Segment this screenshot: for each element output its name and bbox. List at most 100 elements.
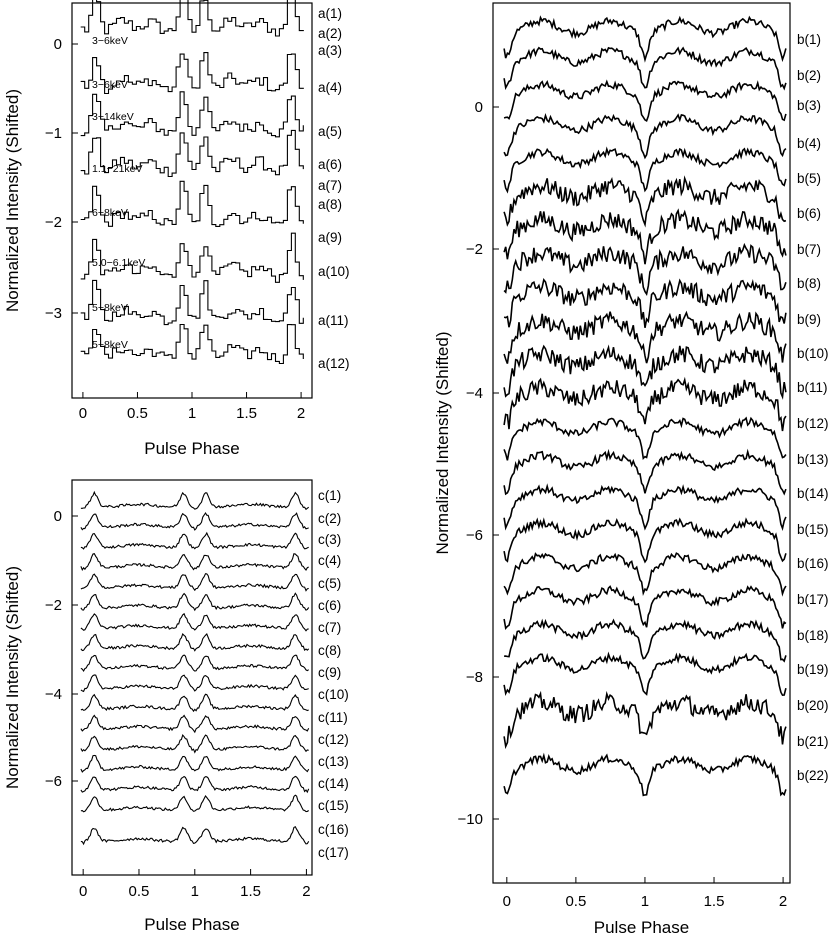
y-tick-label: −2 (466, 241, 483, 258)
series-line-c-5 (80, 573, 309, 592)
series-label: b(8) (797, 276, 821, 291)
y-tick-label: 0 (475, 99, 483, 116)
y-tick-label: −1 (45, 125, 62, 142)
panel-c: 0 −2 −4 −6 0 0.5 1 1.5 2 Pulse Phase Normalized In… (3, 479, 349, 934)
x-tick-label: 1 (191, 883, 199, 900)
series-line-a-1 (80, 0, 304, 37)
x-tick-label: 1.5 (240, 883, 261, 900)
series-line-c-15 (80, 775, 310, 794)
y-tick-label: −2 (45, 214, 62, 231)
series-label: c(3) (318, 532, 341, 547)
series-label: a(8) (318, 197, 342, 212)
x-tick-label: 0 (503, 893, 511, 910)
series-label: b(1) (797, 32, 821, 47)
x-axis-label: Pulse Phase (144, 915, 239, 934)
series-line-c-9 (80, 654, 309, 673)
energy-band-label: 6−8keV (92, 207, 128, 219)
series-label: b(19) (797, 662, 829, 677)
y-tick-label: −6 (466, 527, 483, 544)
x-axis-label: Pulse Phase (144, 439, 239, 458)
series-label: c(16) (318, 822, 349, 837)
series-label: b(2) (797, 68, 821, 83)
y-tick-label: −10 (458, 811, 483, 828)
series-line-b-18 (503, 585, 787, 630)
series-line-c-7 (80, 612, 309, 632)
series-label: a(10) (318, 264, 350, 279)
x-tick-label: 2 (297, 405, 305, 422)
series-line-b-7 (503, 208, 787, 265)
x-tick-label: 0.5 (565, 893, 586, 910)
series-label: c(7) (318, 620, 341, 635)
panel-a: 0 −1 −2 −3 0 0.5 1 1.5 2 Pulse Phase Normalized In… (3, 0, 350, 458)
series-line-b-9 (503, 277, 787, 328)
series-label: b(18) (797, 628, 829, 643)
series-label: c(17) (318, 845, 349, 860)
energy-band-label: 5−8keV (92, 302, 128, 314)
x-axis-label: Pulse Phase (594, 918, 689, 935)
series-line-c-4 (80, 552, 309, 571)
series-label: b(3) (797, 98, 821, 113)
series-label: b(16) (797, 556, 829, 571)
y-tick-label: 0 (54, 36, 62, 53)
series-line-a-7 (80, 279, 304, 326)
series-line-b-21 (503, 690, 787, 750)
series-line-b-6 (503, 175, 787, 228)
series-line-c-8 (80, 632, 310, 652)
x-tick-label: 1.5 (236, 405, 257, 422)
series-line-a-3 (80, 91, 304, 138)
y-axis-label: Normalized Intensity (Shifted) (3, 89, 22, 312)
series-label: a(2) (318, 26, 342, 41)
series-label: b(20) (797, 698, 829, 713)
x-tick-label: 1 (641, 893, 649, 910)
y-tick-label: −3 (45, 305, 62, 322)
series-line-a-5 (80, 180, 304, 227)
y-axis-label: Normalized Intensity (Shifted) (3, 566, 22, 789)
series-line-b-2 (503, 46, 787, 91)
series-line-c-14 (80, 754, 310, 773)
series-line-a-6 (80, 232, 304, 283)
series-label: b(10) (797, 346, 829, 361)
series-label: b(6) (797, 206, 821, 221)
series-label: a(11) (318, 313, 349, 328)
series-line-c-6 (80, 592, 310, 612)
series-label: c(4) (318, 553, 341, 568)
x-tick-label: 0.5 (127, 405, 148, 422)
series-line-b-8 (503, 242, 787, 297)
energy-band-label: 3−6keV (92, 35, 128, 47)
series-line-b-15 (503, 483, 787, 532)
series-label: a(5) (318, 124, 342, 139)
series-line-c-17 (80, 825, 310, 846)
series-label: b(5) (797, 171, 821, 186)
series-line-b-13 (503, 416, 787, 461)
y-axis-label: Normalized Intensity (Shifted) (433, 332, 452, 555)
series-label: a(3) (318, 43, 342, 58)
x-tick-label: 1 (188, 405, 196, 422)
series-label: a(7) (318, 178, 342, 193)
series-label: b(14) (797, 486, 829, 501)
energy-band-label: 5.0−6.1keV (92, 257, 145, 269)
series-label: b(22) (797, 768, 829, 783)
series-label: a(4) (318, 80, 342, 95)
series-line-b-4 (503, 112, 787, 160)
energy-band-label: 5−8keV (92, 339, 128, 351)
series-label: c(1) (318, 488, 341, 503)
x-tick-label: 2 (779, 893, 787, 910)
x-tick-label: 2 (302, 883, 310, 900)
series-line-b-14 (503, 448, 787, 496)
series-label: c(10) (318, 687, 349, 702)
series-line-a-8 (80, 323, 304, 365)
series-label: b(13) (797, 452, 829, 467)
series-line-c-3 (80, 531, 309, 550)
series-line-a-4 (80, 129, 304, 178)
x-tick-label: 1.5 (704, 893, 725, 910)
axes-frame-b (492, 2, 791, 884)
series-label: a(9) (318, 230, 342, 245)
series-label: c(12) (318, 732, 349, 747)
series-line-b-11 (503, 344, 787, 400)
series-label: c(13) (318, 754, 349, 769)
energy-band-label: 3−14keV (92, 111, 134, 123)
series-label: b(17) (797, 592, 829, 607)
series-label: c(11) (318, 710, 348, 725)
series-label: b(21) (797, 734, 829, 749)
